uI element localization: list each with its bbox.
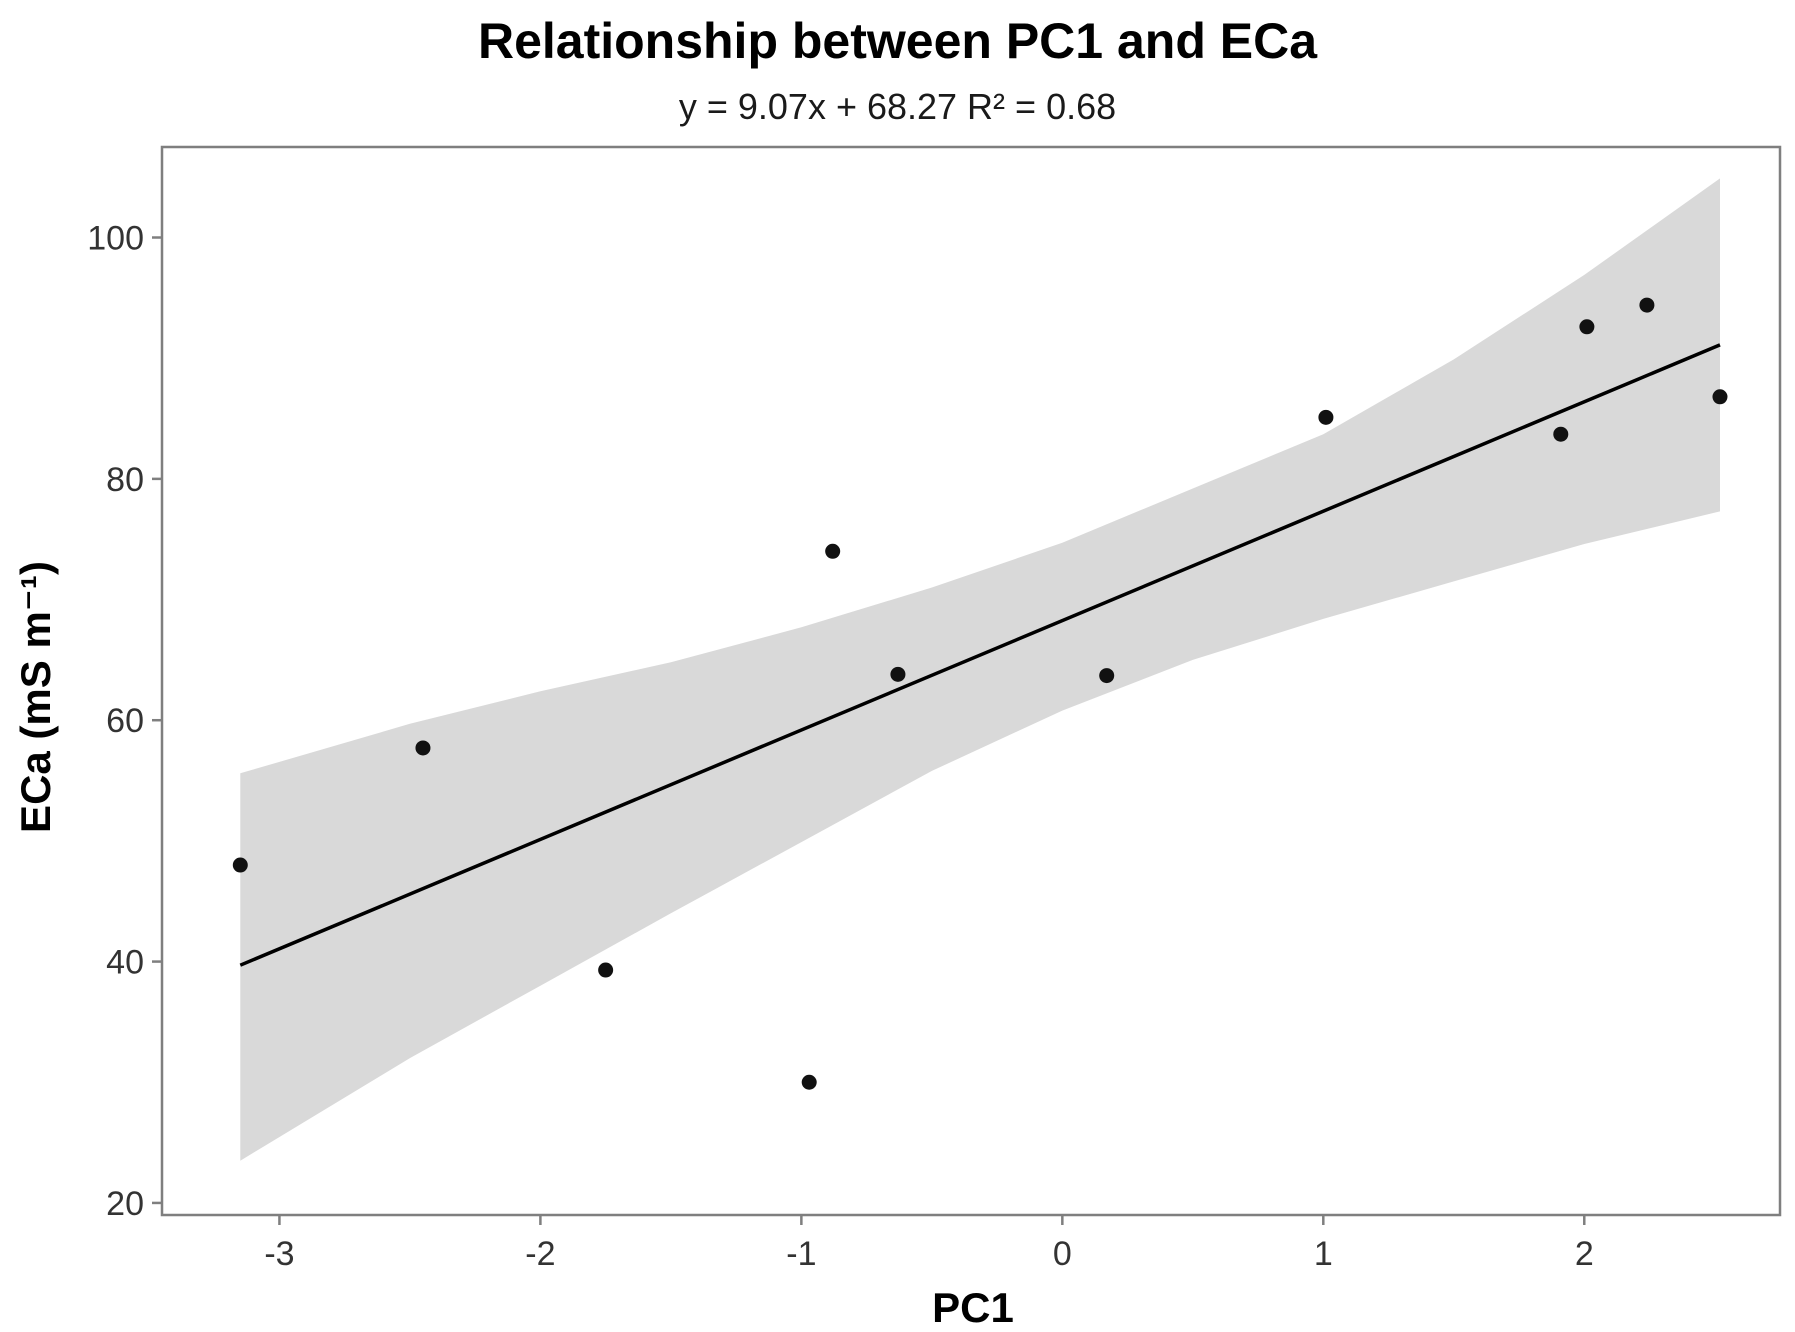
plot-frame [160, 145, 1782, 1217]
data-point [415, 740, 431, 756]
data-point [1099, 668, 1115, 684]
x-tick-label: 2 [1575, 1235, 1594, 1273]
y-axis-ticks: 20 40 60 80 100 [87, 220, 162, 1223]
x-tick-label: 1 [1314, 1235, 1333, 1273]
x-tick-label: -2 [525, 1235, 555, 1273]
data-point [825, 543, 841, 559]
data-points-layer [232, 297, 1728, 1090]
y-axis-title: ECa (mS m⁻¹) [12, 561, 59, 833]
data-point [801, 1074, 817, 1090]
chart-subtitle-equation: y = 9.07x + 68.27 R² = 0.68 [678, 86, 1117, 127]
regression-line [239, 343, 1721, 967]
y-tick-label: 60 [106, 702, 144, 740]
x-tick-label: -1 [786, 1235, 816, 1273]
confidence-band [240, 178, 1720, 1161]
y-tick-label: 40 [106, 944, 144, 982]
chart-title: Relationship between PC1 and ECa [477, 13, 1318, 69]
y-tick-label: 80 [106, 461, 144, 499]
data-point [598, 962, 614, 978]
data-point [232, 857, 248, 873]
x-tick-label: 0 [1053, 1235, 1072, 1273]
data-point [890, 666, 906, 682]
x-tick-label: -3 [264, 1235, 294, 1273]
regression-line-layer [239, 343, 1721, 967]
data-point [1579, 319, 1595, 335]
data-point [1553, 426, 1569, 442]
y-tick-label: 20 [106, 1185, 144, 1223]
x-axis-ticks: -3 -2 -1 0 1 2 [264, 1215, 1594, 1273]
x-axis-title: PC1 [932, 1284, 1014, 1331]
y-tick-label: 100 [87, 220, 144, 258]
confidence-band-layer [240, 178, 1720, 1161]
data-point [1318, 409, 1334, 425]
data-point [1639, 297, 1655, 313]
data-point [1712, 389, 1728, 405]
